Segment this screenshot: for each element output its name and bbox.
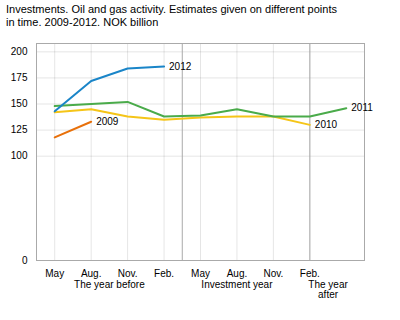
svg-text:Aug.: Aug. bbox=[227, 268, 248, 279]
svg-text:175: 175 bbox=[11, 72, 28, 83]
svg-text:The year before: The year before bbox=[74, 279, 145, 290]
svg-text:The yearafter: The yearafter bbox=[308, 279, 348, 300]
svg-text:2009: 2009 bbox=[96, 116, 119, 127]
svg-text:May: May bbox=[191, 268, 210, 279]
svg-text:125: 125 bbox=[11, 124, 28, 135]
svg-text:100: 100 bbox=[11, 150, 28, 161]
svg-text:200: 200 bbox=[11, 46, 28, 57]
svg-text:0: 0 bbox=[22, 255, 28, 266]
svg-text:Investment year: Investment year bbox=[201, 279, 273, 290]
html-text:Investments. Oil and gas activ: Investments. Oil and gas activity. Estim… bbox=[6, 3, 337, 28]
svg-text:2012: 2012 bbox=[169, 61, 192, 72]
svg-text:Nov.: Nov. bbox=[263, 268, 283, 279]
svg-text:Feb.: Feb. bbox=[154, 268, 174, 279]
svg-text:150: 150 bbox=[11, 98, 28, 109]
svg-text:Feb.: Feb. bbox=[300, 268, 320, 279]
svg-text:2011: 2011 bbox=[351, 102, 373, 113]
svg-text:May: May bbox=[45, 268, 64, 279]
svg-text:2010: 2010 bbox=[315, 119, 338, 130]
svg-text:Nov.: Nov. bbox=[118, 268, 138, 279]
svg-text:Aug.: Aug. bbox=[81, 268, 102, 279]
